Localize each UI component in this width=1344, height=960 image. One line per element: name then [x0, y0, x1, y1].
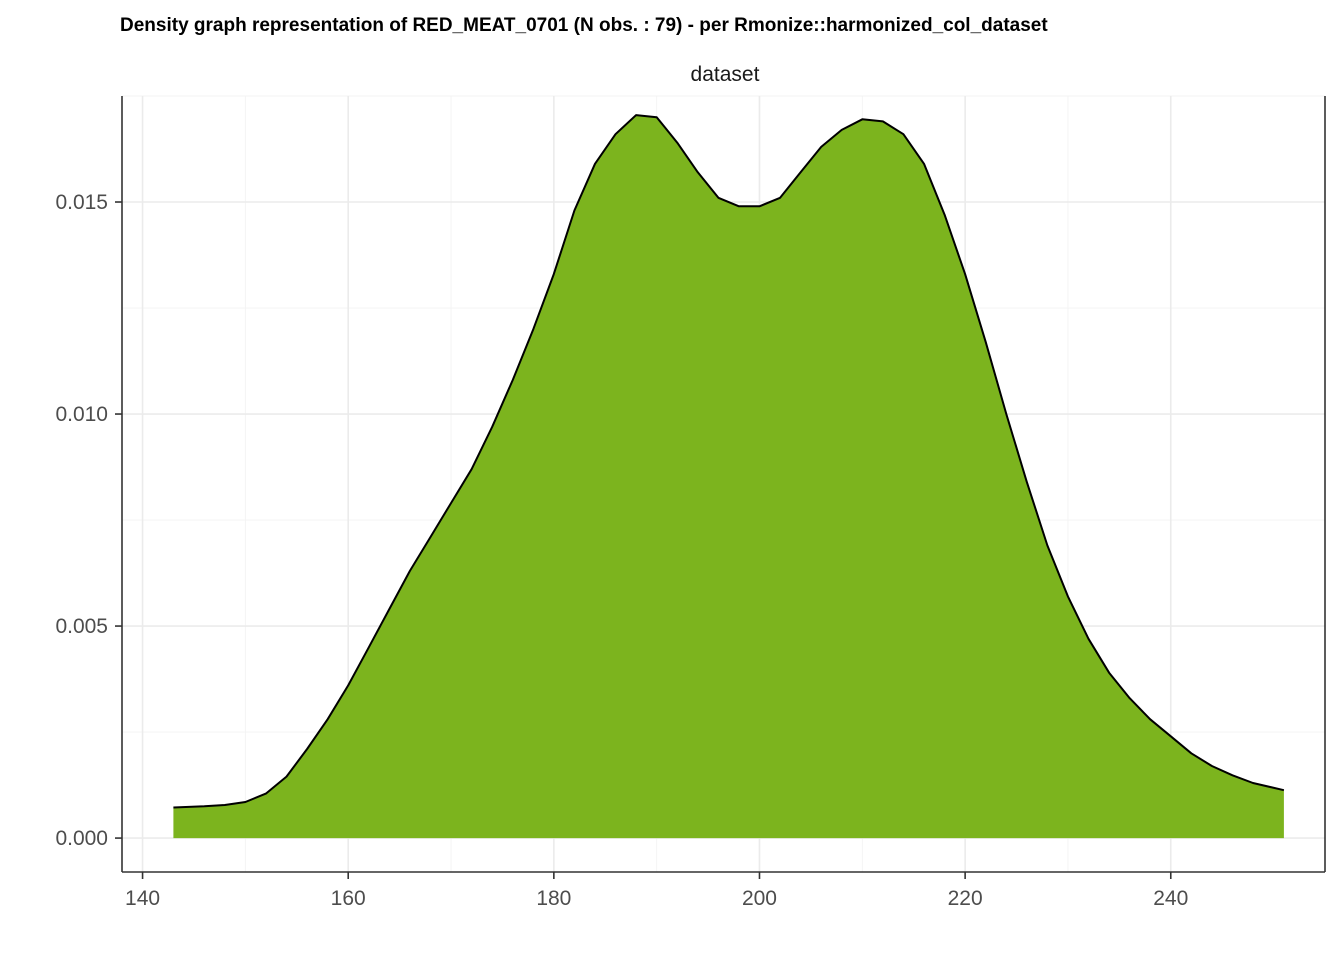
x-tick-label: 240 [1153, 887, 1188, 910]
density-line [173, 114, 1285, 809]
x-tick-label: 180 [536, 887, 571, 910]
axes [115, 96, 1326, 879]
x-tick-label: 220 [948, 887, 983, 910]
y-tick-label: 0.015 [55, 191, 108, 214]
x-tick-label: 160 [331, 887, 366, 910]
x-tick-label: 200 [742, 887, 777, 910]
tick-labels: 140 160 180 200 220 240 0.000 0.005 0.010 0.015 [55, 191, 1188, 910]
y-tick-label: 0.000 [55, 827, 108, 850]
y-tick-label: 0.005 [55, 615, 108, 638]
y-tick-label: 0.010 [55, 403, 108, 426]
x-tick-label: 140 [125, 887, 160, 910]
density-area [173, 115, 1284, 839]
facet-strip-label: dataset [691, 63, 760, 86]
chart-title: Density graph representation of RED_MEAT… [120, 15, 1048, 36]
